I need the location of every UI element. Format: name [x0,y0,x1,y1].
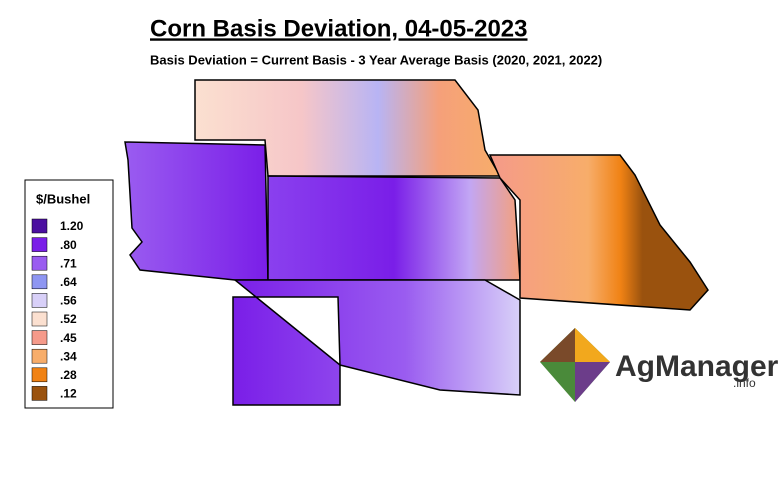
legend-swatch [31,237,48,252]
legend-label: .34 [60,349,77,363]
subtitle: Basis Deviation = Current Basis - 3 Year… [150,52,602,67]
logo-name: AgManager [615,350,779,383]
legend-label: .52 [60,312,77,326]
legend-swatch [31,330,48,345]
legend-label: .28 [60,368,77,382]
logo: AgManager .info [540,328,779,402]
state-missouri [488,154,709,311]
legend-swatch [31,348,48,364]
logo-suffix: .info [733,376,756,390]
legend-entries: 1.20 .80 .71 .64 .56 .52 .45 .34 .28 .12 [31,218,84,401]
legend-swatch [31,274,48,290]
legend-title: $/Bushel [36,191,90,206]
legend-swatch [31,386,48,401]
legend-label: .56 [60,294,77,308]
state-colorado [124,141,269,281]
legend-label: .71 [60,256,77,270]
legend-swatch [31,311,48,327]
states [124,79,709,406]
legend-label: 1.20 [60,219,84,233]
state-kansas [267,175,521,281]
legend-swatch [31,218,48,234]
legend-swatch [31,367,48,383]
state-oklahoma [232,279,521,406]
legend-swatch [31,255,48,271]
legend-label: .12 [60,387,77,401]
legend-label: .64 [60,275,77,289]
legend-swatch [31,293,48,308]
title: Corn Basis Deviation, 04-05-2023 [150,15,528,42]
legend-label: .45 [60,331,77,345]
legend-label: .80 [60,238,77,252]
